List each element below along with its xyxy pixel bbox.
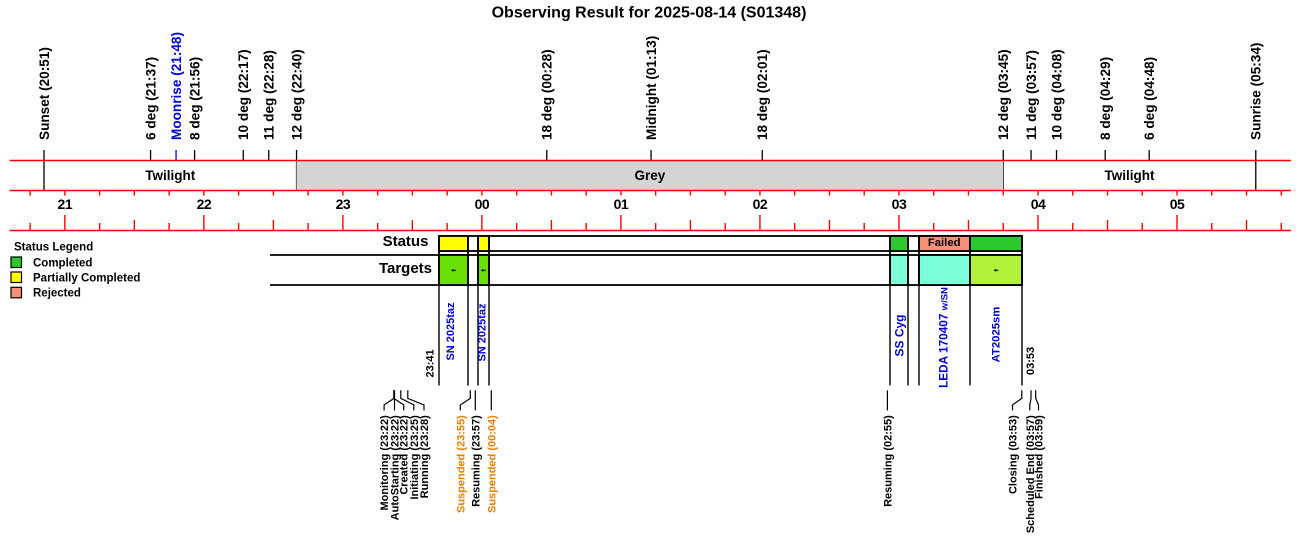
svg-text:03:53: 03:53 <box>1025 347 1037 375</box>
svg-text:Twilight: Twilight <box>1105 168 1155 183</box>
svg-text:Sunset (20:51): Sunset (20:51) <box>37 47 52 140</box>
svg-text:05: 05 <box>1170 196 1185 212</box>
svg-text:Sunrise (05:34): Sunrise (05:34) <box>1249 43 1264 140</box>
svg-text:Grey: Grey <box>634 168 665 183</box>
svg-text:Suspended (00:04): Suspended (00:04) <box>486 415 498 513</box>
svg-text:Monitoring (23:22): Monitoring (23:22) <box>379 415 391 511</box>
svg-text:Running (23:28): Running (23:28) <box>419 415 431 498</box>
svg-text:SN 2025taz: SN 2025taz <box>476 303 488 362</box>
svg-text:Twilight: Twilight <box>145 168 195 183</box>
svg-text:Moonrise (21:48): Moonrise (21:48) <box>169 32 184 140</box>
svg-text:Rejected: Rejected <box>33 288 81 300</box>
svg-text:Completed: Completed <box>33 257 92 269</box>
svg-text:Partially Completed: Partially Completed <box>33 272 140 284</box>
svg-text:01: 01 <box>614 196 629 212</box>
svg-text:Targets: Targets <box>379 260 432 277</box>
svg-text:SS Cyg: SS Cyg <box>892 314 906 356</box>
svg-text:LEDA 170407 w/SN: LEDA 170407 w/SN <box>936 287 950 388</box>
svg-text:12 deg (22:40): 12 deg (22:40) <box>289 49 304 140</box>
svg-text:Failed: Failed <box>928 237 961 249</box>
svg-text:Finished (03:59): Finished (03:59) <box>1034 415 1046 499</box>
svg-text:Status Legend: Status Legend <box>14 242 93 254</box>
svg-text:04: 04 <box>1031 196 1046 212</box>
svg-text:Closing (03:53): Closing (03:53) <box>1008 415 1020 494</box>
svg-text:Status: Status <box>383 233 429 250</box>
svg-text:18 deg (02:01): 18 deg (02:01) <box>755 49 770 140</box>
svg-text:10 deg (22:17): 10 deg (22:17) <box>236 49 251 140</box>
svg-text:6 deg (04:48): 6 deg (04:48) <box>1142 57 1157 140</box>
svg-text:Observing Result for 2025-08-1: Observing Result for 2025-08-14 (S01348) <box>492 5 807 22</box>
svg-text:Scheduled End (03:57): Scheduled End (03:57) <box>1025 415 1037 533</box>
svg-text:Created (23:22): Created (23:22) <box>399 415 411 495</box>
svg-text:11 deg (22:28): 11 deg (22:28) <box>262 50 277 140</box>
svg-text:Initiating (23:25): Initiating (23:25) <box>409 415 421 500</box>
svg-text:03: 03 <box>892 196 907 212</box>
svg-text:AutoStarting (23:22): AutoStarting (23:22) <box>390 415 402 520</box>
svg-text:12 deg (03:45): 12 deg (03:45) <box>996 49 1011 140</box>
svg-text:18 deg (00:28): 18 deg (00:28) <box>540 49 555 140</box>
svg-text:00: 00 <box>475 196 490 212</box>
svg-text:Suspended (23:55): Suspended (23:55) <box>455 415 467 513</box>
svg-text:10 deg (04:08): 10 deg (04:08) <box>1049 49 1064 140</box>
svg-text:23: 23 <box>336 196 351 212</box>
svg-text:8 deg (04:29): 8 deg (04:29) <box>1098 57 1113 140</box>
svg-text:Resuming (23:57): Resuming (23:57) <box>470 415 482 507</box>
svg-text:22: 22 <box>197 196 212 212</box>
svg-text:Midnight (01:13): Midnight (01:13) <box>644 36 659 140</box>
svg-text:23:41: 23:41 <box>424 349 436 377</box>
svg-text:6 deg (21:37): 6 deg (21:37) <box>143 57 158 140</box>
svg-text:Resuming (02:55): Resuming (02:55) <box>882 415 894 507</box>
svg-text:SN 2025taz: SN 2025taz <box>445 302 457 361</box>
svg-text:02: 02 <box>753 196 768 212</box>
svg-text:8 deg (21:56): 8 deg (21:56) <box>187 57 202 140</box>
svg-text:21: 21 <box>58 196 73 212</box>
svg-text:AT2025sm: AT2025sm <box>991 307 1003 363</box>
svg-text:11 deg (03:57): 11 deg (03:57) <box>1024 50 1039 140</box>
